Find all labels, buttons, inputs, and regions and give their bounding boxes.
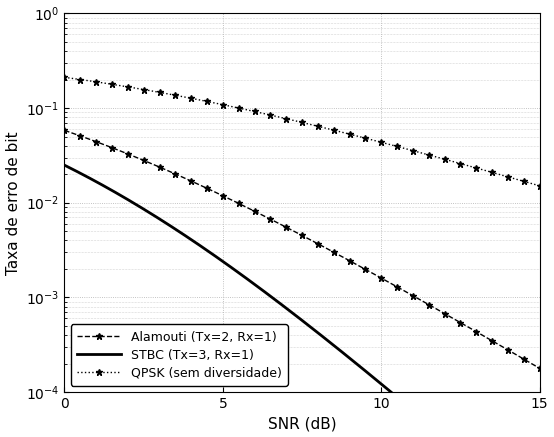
QPSK (sem diversidade)	[109, 82, 115, 87]
Alamouti (Tx=2, Rx=1)	[140, 158, 147, 163]
Alamouti (Tx=2, Rx=1)	[442, 311, 448, 316]
QPSK (sem diversidade)	[425, 152, 432, 157]
QPSK (sem diversidade)	[156, 90, 163, 95]
Alamouti (Tx=2, Rx=1)	[362, 267, 369, 272]
QPSK (sem diversidade)	[473, 165, 480, 170]
QPSK (sem diversidade)	[505, 174, 511, 180]
STBC (Tx=3, Rx=1)	[344, 354, 351, 359]
QPSK (sem diversidade)	[315, 124, 321, 129]
QPSK (sem diversidade)	[299, 120, 305, 125]
Alamouti (Tx=2, Rx=1)	[536, 366, 543, 371]
STBC (Tx=3, Rx=1)	[63, 163, 69, 169]
QPSK (sem diversidade)	[251, 109, 258, 114]
Alamouti (Tx=2, Rx=1)	[520, 357, 527, 362]
QPSK (sem diversidade)	[330, 128, 337, 133]
Alamouti (Tx=2, Rx=1)	[188, 178, 194, 184]
QPSK (sem diversidade)	[140, 87, 147, 92]
STBC (Tx=3, Rx=1)	[61, 163, 68, 168]
QPSK (sem diversidade)	[235, 105, 242, 111]
Alamouti (Tx=2, Rx=1)	[346, 258, 353, 264]
Alamouti (Tx=2, Rx=1)	[378, 275, 384, 281]
Legend: Alamouti (Tx=2, Rx=1), STBC (Tx=3, Rx=1), QPSK (sem diversidade): Alamouti (Tx=2, Rx=1), STBC (Tx=3, Rx=1)…	[71, 324, 288, 386]
Alamouti (Tx=2, Rx=1)	[489, 338, 495, 343]
Alamouti (Tx=2, Rx=1)	[505, 347, 511, 353]
Alamouti (Tx=2, Rx=1)	[315, 241, 321, 246]
QPSK (sem diversidade)	[77, 77, 84, 82]
Alamouti (Tx=2, Rx=1)	[330, 250, 337, 255]
QPSK (sem diversidade)	[172, 93, 178, 98]
QPSK (sem diversidade)	[378, 140, 384, 145]
Alamouti (Tx=2, Rx=1)	[267, 216, 274, 222]
QPSK (sem diversidade)	[61, 75, 68, 80]
STBC (Tx=3, Rx=1)	[342, 352, 349, 357]
Alamouti (Tx=2, Rx=1)	[77, 133, 84, 139]
X-axis label: SNR (dB): SNR (dB)	[268, 416, 336, 431]
QPSK (sem diversidade)	[362, 135, 369, 141]
QPSK (sem diversidade)	[346, 132, 353, 137]
Alamouti (Tx=2, Rx=1)	[204, 186, 211, 191]
Alamouti (Tx=2, Rx=1)	[172, 171, 178, 177]
QPSK (sem diversidade)	[93, 79, 100, 84]
Alamouti (Tx=2, Rx=1)	[394, 284, 401, 289]
Alamouti (Tx=2, Rx=1)	[61, 128, 68, 133]
QPSK (sem diversidade)	[267, 112, 274, 118]
Alamouti (Tx=2, Rx=1)	[457, 320, 464, 325]
Alamouti (Tx=2, Rx=1)	[235, 201, 242, 206]
Alamouti (Tx=2, Rx=1)	[283, 225, 290, 230]
Alamouti (Tx=2, Rx=1)	[425, 302, 432, 307]
Alamouti (Tx=2, Rx=1)	[93, 139, 100, 144]
QPSK (sem diversidade)	[219, 102, 226, 108]
QPSK (sem diversidade)	[394, 144, 401, 149]
Alamouti (Tx=2, Rx=1)	[109, 145, 115, 150]
QPSK (sem diversidade)	[536, 183, 543, 188]
Line: Alamouti (Tx=2, Rx=1): Alamouti (Tx=2, Rx=1)	[61, 127, 543, 372]
QPSK (sem diversidade)	[188, 96, 194, 101]
Line: QPSK (sem diversidade): QPSK (sem diversidade)	[61, 74, 543, 189]
STBC (Tx=3, Rx=1)	[352, 360, 358, 365]
Alamouti (Tx=2, Rx=1)	[219, 193, 226, 198]
Alamouti (Tx=2, Rx=1)	[125, 151, 131, 156]
QPSK (sem diversidade)	[520, 179, 527, 184]
QPSK (sem diversidade)	[489, 170, 495, 175]
QPSK (sem diversidade)	[409, 148, 416, 153]
Alamouti (Tx=2, Rx=1)	[251, 208, 258, 214]
QPSK (sem diversidade)	[125, 84, 131, 90]
QPSK (sem diversidade)	[457, 161, 464, 166]
Alamouti (Tx=2, Rx=1)	[473, 329, 480, 334]
QPSK (sem diversidade)	[442, 156, 448, 162]
QPSK (sem diversidade)	[283, 116, 290, 121]
Alamouti (Tx=2, Rx=1)	[156, 164, 163, 170]
Alamouti (Tx=2, Rx=1)	[299, 233, 305, 238]
QPSK (sem diversidade)	[204, 99, 211, 104]
Line: STBC (Tx=3, Rx=1): STBC (Tx=3, Rx=1)	[64, 165, 540, 437]
Alamouti (Tx=2, Rx=1)	[409, 293, 416, 298]
Y-axis label: Taxa de erro de bit: Taxa de erro de bit	[6, 131, 20, 274]
